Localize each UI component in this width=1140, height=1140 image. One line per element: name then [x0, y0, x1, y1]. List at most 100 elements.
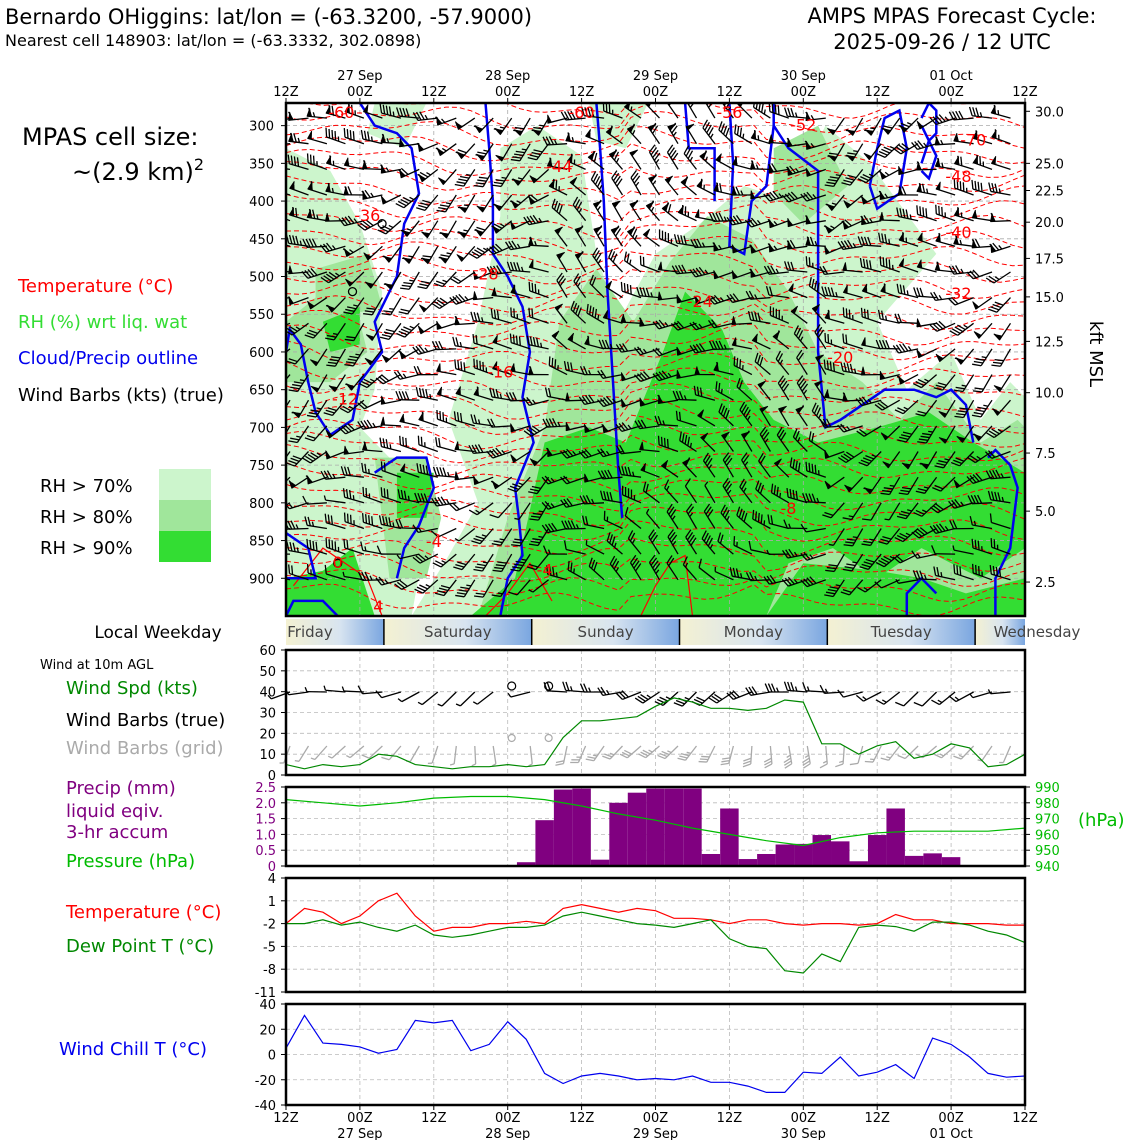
- barb-full: [750, 217, 758, 226]
- barb-half: [569, 686, 573, 692]
- barb-full: [702, 119, 709, 129]
- barb-full: [413, 366, 419, 375]
- wind-barb: [694, 209, 716, 222]
- barb-half: [337, 136, 340, 142]
- barb-full: [976, 154, 979, 165]
- barb-full: [808, 493, 813, 503]
- barb-full: [351, 104, 353, 115]
- station-line: Bernardo OHiggins: lat/lon = (-63.3200, …: [5, 5, 532, 29]
- barb-staff: [716, 691, 734, 704]
- barb-staff: [769, 110, 790, 119]
- wind-barb: [361, 441, 383, 453]
- wind-barb: [452, 336, 475, 350]
- barb-full: [855, 398, 863, 407]
- barb-staff: [565, 502, 586, 508]
- barb-full: [863, 308, 866, 318]
- surface-wind-barb: [437, 691, 457, 707]
- wind-barb: [306, 563, 328, 581]
- barb-full: [915, 509, 925, 515]
- barb-staff: [805, 501, 826, 504]
- barb-staff: [648, 536, 661, 555]
- barb-full: [415, 555, 424, 563]
- legend-rh80-label: RH > 80%: [40, 507, 133, 528]
- barb-full: [438, 437, 441, 448]
- wind-barb: [417, 168, 439, 183]
- surface-wind-barb-grid: [555, 745, 568, 766]
- barb-staff: [602, 373, 623, 379]
- wind-barb: [897, 186, 919, 196]
- barb-full: [440, 254, 450, 258]
- barb-half: [316, 214, 319, 220]
- barb-staff: [713, 322, 734, 329]
- barb-staff: [364, 399, 383, 410]
- barb-full: [343, 512, 346, 522]
- surface-wind-barb-grid: [677, 745, 698, 761]
- barb-staff: [682, 564, 697, 581]
- barb-full: [718, 212, 724, 222]
- wind-barb: [413, 366, 438, 376]
- precip-bar: [757, 853, 776, 866]
- barb-pennant: [454, 441, 460, 451]
- wind-barb: [658, 229, 679, 247]
- wind-barb: [802, 492, 826, 504]
- barb-full: [673, 321, 682, 330]
- barb-half: [323, 685, 327, 691]
- barb-full: [418, 204, 428, 209]
- barb-full: [795, 327, 802, 337]
- barb-full: [738, 508, 743, 518]
- barb-staff: [492, 450, 512, 459]
- barb-staff: [608, 257, 623, 273]
- wind-barb: [307, 297, 328, 310]
- barb-staff: [326, 573, 346, 581]
- barb-full: [419, 283, 429, 287]
- temperature-contour: [286, 143, 1025, 178]
- wind-barb: [715, 153, 734, 170]
- barb-full: [808, 257, 811, 267]
- barb-full: [770, 265, 776, 274]
- barb-full: [842, 307, 845, 317]
- barb-full: [899, 532, 909, 538]
- temperature-contour-label: -70: [960, 131, 986, 150]
- wind-barb: [745, 290, 771, 300]
- barb-full: [932, 524, 940, 533]
- wind-barb: [304, 322, 328, 339]
- surface-wind-barb-grid: [802, 745, 811, 769]
- barb-full: [570, 110, 576, 120]
- surface-wind-barb-grid: [720, 745, 735, 766]
- barb-full: [648, 554, 656, 563]
- barb-full: [705, 535, 711, 544]
- wind-barb: [396, 322, 420, 338]
- barb-half: [521, 558, 527, 561]
- surface-wind-barb-grid: [783, 745, 793, 769]
- barb-half: [572, 450, 577, 456]
- wind-barb: [642, 228, 660, 247]
- wind-barb: [343, 297, 365, 315]
- barb-half: [960, 501, 965, 507]
- barb-full: [293, 156, 297, 166]
- barb-full: [597, 370, 604, 379]
- barb-full: [992, 242, 1000, 251]
- barb-full: [811, 463, 814, 473]
- barb-full: [702, 150, 707, 160]
- barb-full: [425, 388, 429, 399]
- barb-staff: [916, 553, 937, 559]
- wind-barb: [837, 239, 863, 251]
- barb-half: [267, 694, 272, 700]
- barb-staff: [501, 553, 513, 572]
- barb-half: [332, 473, 336, 479]
- wind-barb: [796, 375, 809, 401]
- barb-half: [396, 554, 401, 559]
- barb-full: [670, 322, 679, 331]
- wind-barb: [325, 450, 346, 460]
- wind-barb: [611, 200, 624, 222]
- wind-barb: [492, 334, 512, 350]
- wind-barb: [380, 133, 401, 145]
- wind-barb: [986, 425, 1011, 439]
- barb-full: [829, 361, 832, 371]
- barb-full: [494, 566, 504, 570]
- kft-tick-label: 15.0: [1035, 291, 1064, 306]
- wind-barb: [572, 196, 587, 222]
- wind-barbs-grid-label: Wind Barbs (grid): [66, 738, 224, 759]
- wind-barb: [984, 450, 1011, 459]
